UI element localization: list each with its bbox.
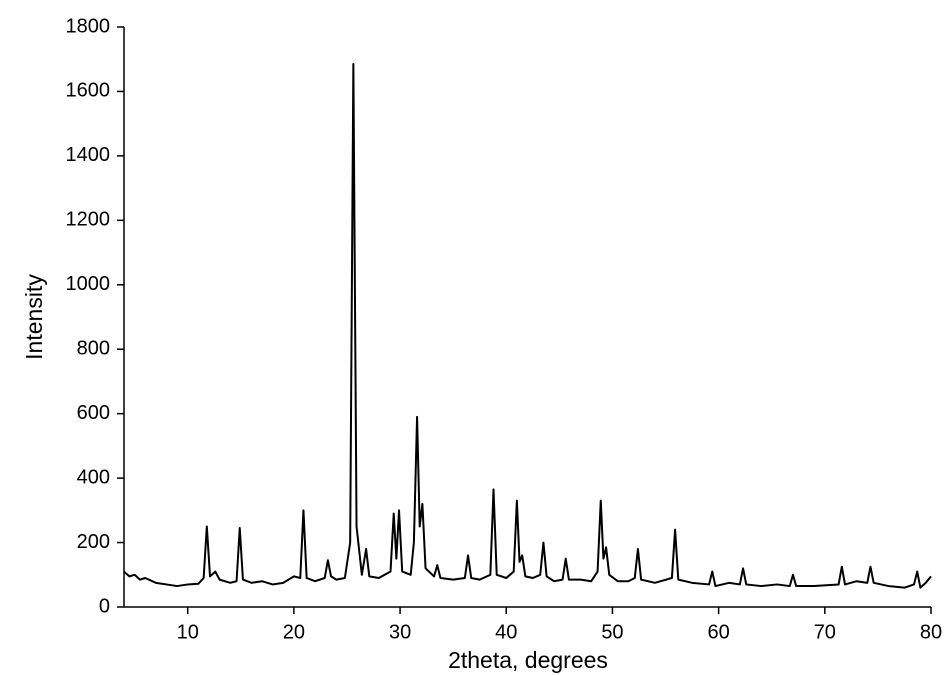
y-tick-label: 1200 [66, 209, 111, 231]
y-tick-label: 400 [77, 466, 110, 488]
y-tick-label: 200 [77, 531, 110, 553]
x-tick-label: 10 [177, 621, 199, 643]
y-tick-label: 0 [99, 595, 110, 617]
x-axis-label: 2theta, degrees [448, 647, 608, 673]
data-line [123, 63, 932, 589]
y-tick-label: 1800 [66, 15, 111, 37]
x-tick-label: 40 [495, 621, 517, 643]
x-tick-label: 30 [389, 621, 411, 643]
y-tick-label: 600 [77, 402, 110, 424]
x-tick-label: 70 [814, 621, 836, 643]
x-tick-label: 20 [283, 621, 305, 643]
y-tick-label: 800 [77, 338, 110, 360]
x-tick-label: 80 [920, 621, 942, 643]
y-tick-label: 1000 [66, 273, 111, 295]
x-tick-label: 50 [601, 621, 623, 643]
y-axis-label: Intensity [21, 274, 47, 360]
y-tick-label: 1400 [66, 144, 111, 166]
y-tick-label: 1600 [66, 80, 111, 102]
x-tick-label: 60 [708, 621, 730, 643]
